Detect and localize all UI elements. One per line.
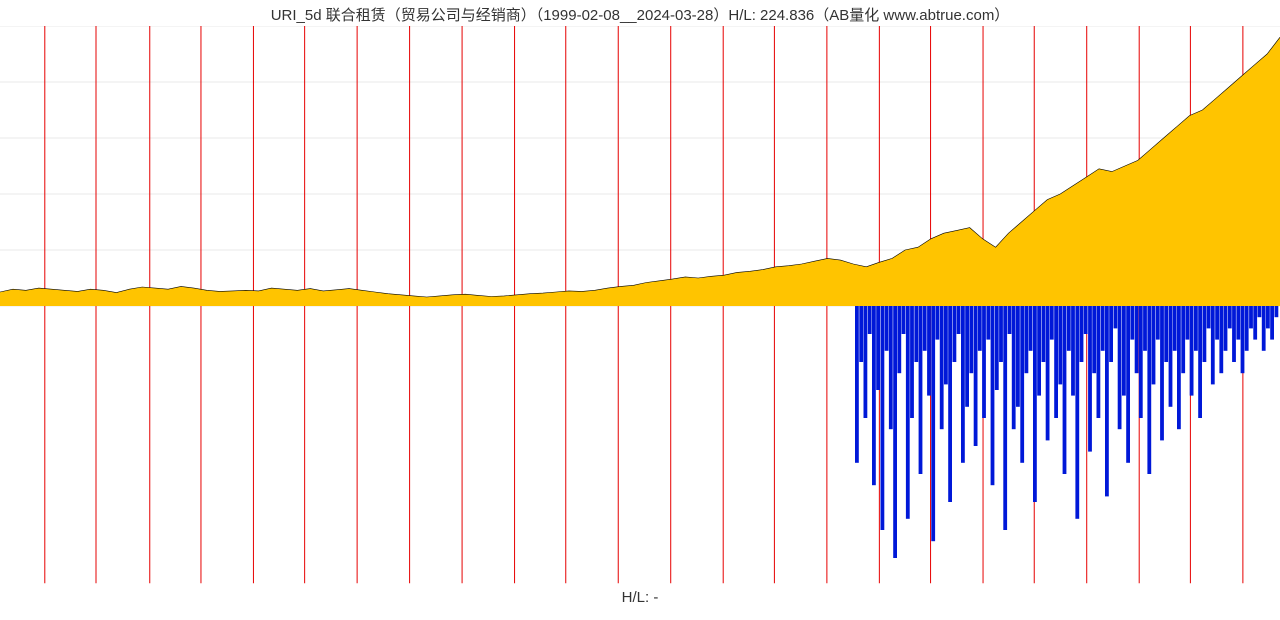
chart-area — [0, 26, 1280, 586]
footer-label: H/L: - — [0, 586, 1280, 610]
chart-title: URI_5d 联合租赁（贸易公司与经销商）（1999-02-08__2024-0… — [0, 0, 1280, 26]
chart-svg — [0, 26, 1280, 586]
